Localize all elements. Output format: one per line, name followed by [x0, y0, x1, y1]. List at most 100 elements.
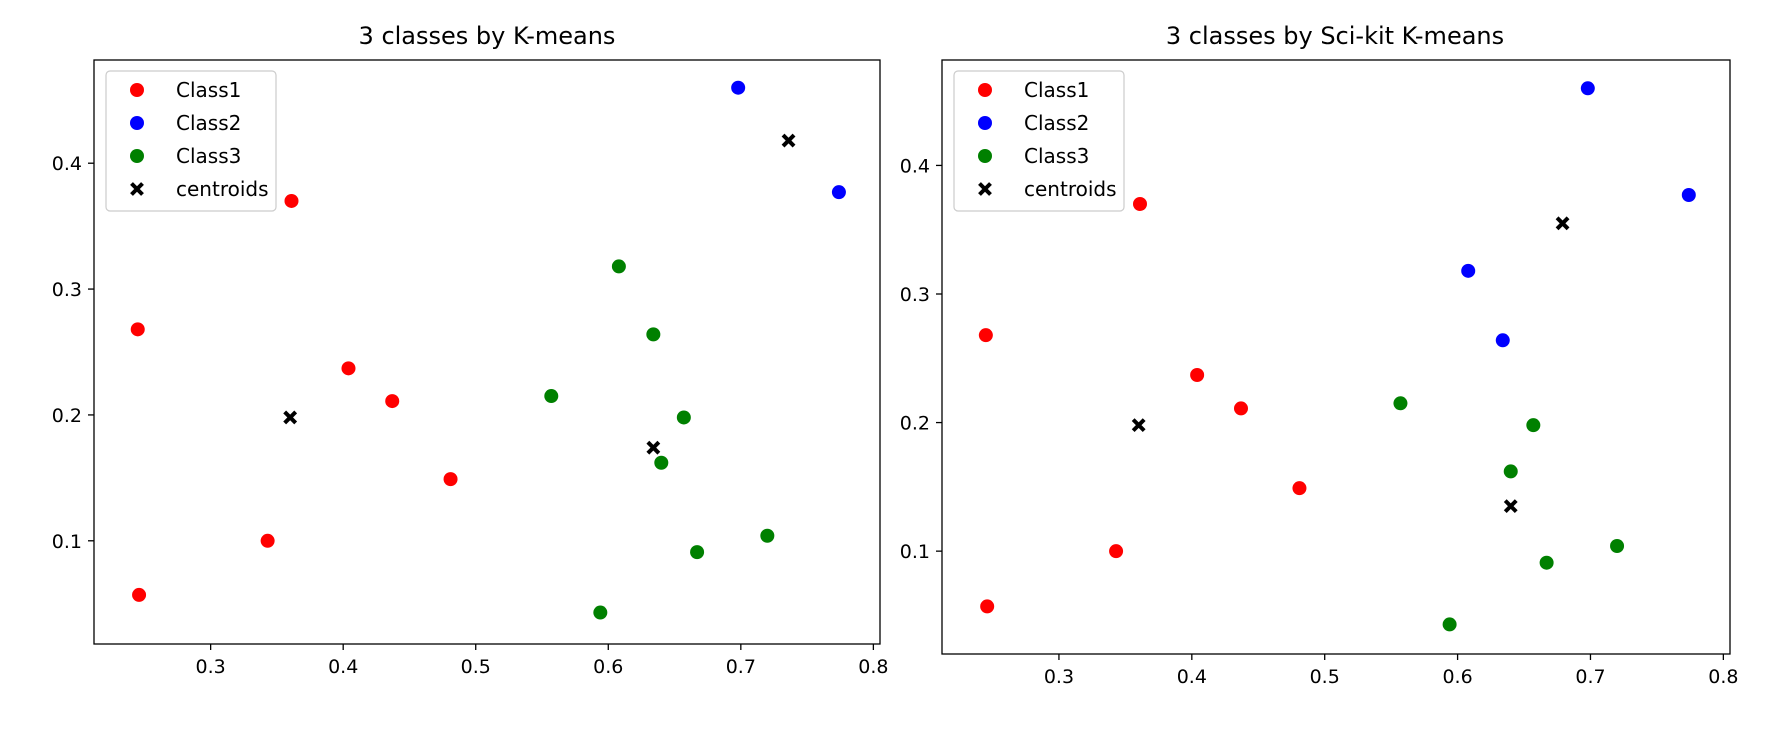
- chart-2-legend-box: [953, 70, 1125, 212]
- chart-2-y-tick-label: 0.3: [900, 284, 930, 306]
- chart-2-point-centroids: [1131, 418, 1146, 433]
- chart-2-x-tick-label: 0.7: [1575, 666, 1605, 688]
- chart-1-legend-entry-class1: Class1: [130, 78, 241, 102]
- chart-1-y-tick-label: 0.1: [52, 531, 82, 553]
- chart-2-legend-entry-class2: Class2: [978, 111, 1089, 135]
- chart-2-legend-entry-class3: Class3: [978, 144, 1089, 168]
- chart-1-point-class1: [130, 322, 145, 337]
- chart-2-x-tick-label: 0.4: [1177, 666, 1207, 688]
- chart-2: 3 classes by Sci-kit K-means 0.3 0.4 0.5 0.…: [900, 22, 1739, 688]
- chart-1-legend-label: Class1: [176, 78, 241, 102]
- chart-1-point-class1: [284, 193, 299, 208]
- chart-2-point-class1: [980, 599, 995, 614]
- chart-1-x-tick-label: 0.6: [593, 656, 623, 678]
- chart-2-marks: [978, 81, 1696, 632]
- chart-1-point-class3: [690, 545, 705, 560]
- chart-1-legend-label: Class2: [176, 111, 241, 135]
- chart-2-y-tick-label: 0.2: [900, 413, 930, 435]
- chart-1-y-tick-label: 0.4: [52, 153, 82, 175]
- chart-2-point-centroids: [1503, 499, 1518, 514]
- chart-2-legend-marker-circle: [978, 116, 992, 130]
- chart-2-point-class1: [1109, 544, 1124, 559]
- chart-1-x-tick-label: 0.4: [328, 656, 358, 678]
- chart-2-point-class1: [978, 328, 993, 343]
- chart-2-point-class3: [1442, 617, 1457, 632]
- chart-1-point-class1: [260, 533, 275, 548]
- chart-2-x-tick-label: 0.5: [1310, 666, 1340, 688]
- chart-2-point-class1: [1233, 401, 1248, 416]
- chart-2-x-axis: 0.3 0.4 0.5 0.6 0.7 0.8: [1044, 654, 1738, 688]
- chart-1-marks: [130, 80, 846, 620]
- chart-2-point-class3: [1393, 396, 1408, 411]
- chart-2-legend: Class1 Class2 Class3 centroids: [953, 70, 1125, 212]
- chart-1-point-class1: [341, 361, 356, 376]
- chart-2-y-tick-label: 0.4: [900, 155, 930, 177]
- chart-2-legend-label: Class1: [1024, 78, 1089, 102]
- chart-1-legend-marker-circle: [130, 83, 144, 97]
- chart-2-plot-frame: [941, 59, 1731, 655]
- chart-2-point-class2: [1681, 188, 1696, 202]
- chart-1-point-class3: [654, 455, 669, 470]
- chart-2-x-tick-label: 0.6: [1442, 666, 1472, 688]
- chart-1-point-class3: [544, 389, 559, 404]
- chart-1-legend-marker-circle: [130, 149, 144, 163]
- chart-2-x-tick-label: 0.8: [1708, 666, 1738, 688]
- chart-1-legend: Class1 Class2 Class3 centroids: [105, 70, 277, 212]
- chart-1-x-tick-label: 0.8: [858, 656, 888, 678]
- chart-1-legend-label: Class3: [176, 144, 241, 168]
- chart-2-point-class3: [1610, 539, 1625, 553]
- chart-1: 3 classes by K-means 0.3 0.4 0.5 0.6 0.7 0.8 …: [52, 22, 889, 678]
- chart-2-point-centroids: [1555, 216, 1570, 231]
- chart-1-point-class3: [611, 259, 626, 274]
- chart-1-point-class1: [443, 472, 458, 487]
- chart-2-point-class3: [1503, 464, 1518, 479]
- chart-2-y-axis: 0.1 0.2 0.3 0.4: [900, 155, 942, 563]
- chart-2-legend-label: Class3: [1024, 144, 1089, 168]
- chart-2-point-class1: [1132, 197, 1147, 211]
- chart-1-y-axis: 0.1 0.2 0.3 0.4: [52, 153, 94, 553]
- chart-1-y-tick-label: 0.2: [52, 405, 82, 427]
- chart-1-point-class3: [676, 410, 691, 425]
- chart-1-legend-entry-class3: Class3: [130, 144, 241, 168]
- chart-2-point-class2: [1580, 81, 1595, 96]
- chart-1-legend-label: centroids: [176, 177, 269, 201]
- chart-1-point-class1: [132, 587, 147, 602]
- chart-1-legend-marker-circle: [130, 116, 144, 130]
- chart-1-legend-entry-class2: Class2: [130, 111, 241, 135]
- chart-2-point-class2: [1495, 333, 1510, 348]
- chart-2-legend-marker-x: [978, 182, 992, 196]
- chart-1-y-tick-label: 0.3: [52, 279, 82, 301]
- chart-1-x-tick-label: 0.5: [461, 656, 491, 678]
- chart-1-legend-entry-centroids: centroids: [130, 177, 269, 201]
- chart-1-legend-box: [105, 70, 277, 212]
- chart-2-legend-entry-centroids: centroids: [978, 177, 1117, 201]
- chart-2-point-class1: [1292, 481, 1307, 496]
- chart-1-point-class3: [760, 528, 775, 543]
- chart-2-y-tick-label: 0.1: [900, 541, 930, 563]
- chart-1-x-tick-label: 0.3: [196, 656, 226, 678]
- chart-2-legend-label: centroids: [1024, 177, 1117, 201]
- chart-2-legend-entry-class1: Class1: [978, 78, 1089, 102]
- chart-1-point-centroids: [781, 133, 796, 148]
- chart-2-legend-marker-circle: [978, 149, 992, 163]
- chart-1-point-class2: [831, 185, 846, 200]
- chart-2-legend-label: Class2: [1024, 111, 1089, 135]
- chart-1-point-class2: [731, 80, 746, 95]
- chart-1-point-centroids: [646, 440, 661, 455]
- chart-1-plot-frame: [93, 59, 881, 645]
- chart-2-point-class3: [1539, 555, 1554, 570]
- chart-1-legend-marker-x: [130, 182, 144, 196]
- chart-1-point-class3: [593, 605, 608, 620]
- chart-2-point-class3: [1526, 418, 1541, 433]
- chart-2-title: 3 classes by Sci-kit K-means: [1166, 22, 1504, 50]
- chart-1-title: 3 classes by K-means: [359, 22, 616, 50]
- chart-2-x-tick-label: 0.3: [1044, 666, 1074, 688]
- chart-2-point-class1: [1190, 368, 1205, 382]
- chart-2-point-class2: [1461, 263, 1476, 278]
- chart-1-point-class3: [646, 327, 661, 342]
- chart-1-x-tick-label: 0.7: [726, 656, 756, 678]
- chart-1-point-centroids: [283, 410, 298, 425]
- chart-1-x-axis: 0.3 0.4 0.5 0.6 0.7 0.8: [196, 644, 888, 678]
